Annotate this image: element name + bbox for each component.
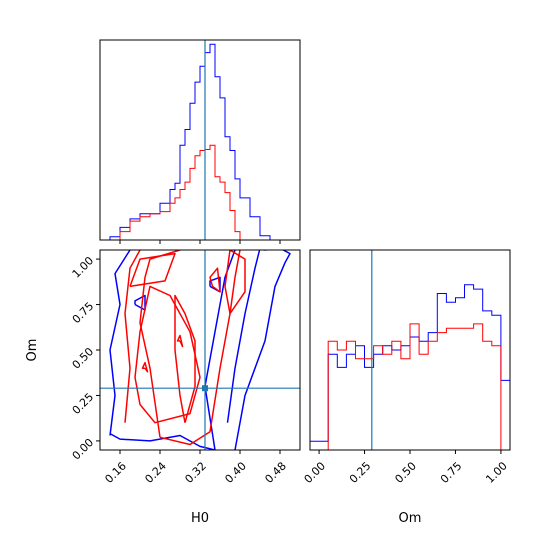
x-axis-label-Om: Om xyxy=(399,511,422,526)
contour-H0-Om-red-contour-5 xyxy=(124,250,141,423)
hist-H0-panel xyxy=(100,43,300,241)
contour-H0-Om-blue-contour-3 xyxy=(226,250,261,423)
contour-H0-Om-blue-contour-4 xyxy=(204,250,236,450)
x-axis-label-H0: H0 xyxy=(191,511,209,526)
contour-H0-Om-red-contour-2 xyxy=(134,285,201,424)
truth-marker xyxy=(202,385,208,392)
contour-H0-Om-red-contour-4 xyxy=(129,252,176,288)
contour-H0-Om-red-contour-0 xyxy=(139,250,181,438)
contour-H0-Om-red-contour-8 xyxy=(176,334,184,348)
contour-H0-Om-blue-contour-2 xyxy=(109,250,131,436)
y-axis-label-Om: Om xyxy=(25,339,40,362)
hist-Om-red-histogram xyxy=(310,323,510,451)
contour-H0-Om-red-contour-7 xyxy=(209,267,221,293)
hist-H0-blue-histogram xyxy=(100,43,300,241)
hist-Om-panel xyxy=(309,284,511,451)
contour-H0-Om-blue-contour-1 xyxy=(234,250,291,450)
contour-H0-Om-red-contour-9 xyxy=(141,361,149,373)
contour-H0-Om-red-contour-6 xyxy=(224,250,246,315)
contour-H0-Om-red-contour-1 xyxy=(159,250,241,446)
hist-H0-red-histogram xyxy=(100,144,300,241)
